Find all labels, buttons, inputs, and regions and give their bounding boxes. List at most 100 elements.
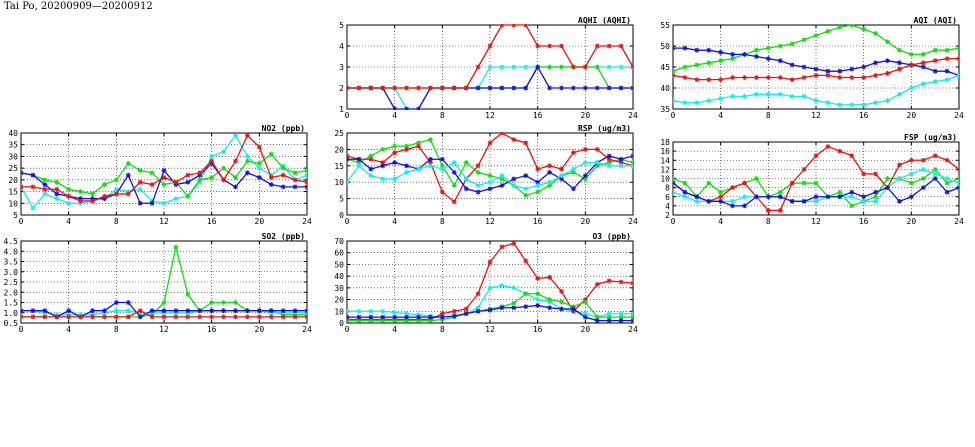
- x-tick-label: 20: [255, 325, 265, 334]
- data-point-blue: [233, 184, 238, 190]
- data-point-red: [66, 314, 72, 320]
- data-point-cyan: [837, 102, 843, 108]
- y-tick-label: 55: [660, 21, 670, 30]
- data-point-red: [849, 75, 855, 80]
- data-point-red: [908, 157, 914, 163]
- data-point-blue: [90, 308, 95, 314]
- data-point-red: [245, 132, 250, 138]
- data-point-cyan: [606, 64, 612, 70]
- data-point-red: [559, 166, 564, 172]
- data-point-red: [956, 166, 959, 172]
- data-point-red: [149, 314, 155, 320]
- data-point-blue: [673, 180, 676, 186]
- data-point-red: [499, 24, 505, 28]
- x-tick-label: 8: [114, 325, 119, 334]
- data-point-red: [113, 191, 119, 197]
- x-tick-label: 8: [440, 111, 445, 120]
- data-point-cyan: [487, 64, 493, 70]
- x-tick-label: 0: [671, 217, 676, 226]
- data-point-red: [908, 62, 914, 68]
- data-point-green: [54, 179, 60, 185]
- data-point-blue: [861, 194, 867, 200]
- data-point-blue: [706, 198, 712, 204]
- data-point-cyan: [618, 64, 624, 70]
- data-point-red: [801, 166, 807, 172]
- data-point-blue: [932, 176, 938, 181]
- x-tick-label: 20: [907, 111, 917, 120]
- data-point-cyan: [511, 183, 517, 188]
- chart-rsp: 0 4 8 12 16 20 24 0 5 10 15 20 25 RSP (ug/m3): [334, 124, 638, 226]
- x-tick-label: 12: [485, 111, 495, 120]
- data-point-cyan: [404, 311, 409, 317]
- data-point-blue: [861, 64, 867, 70]
- data-point-red: [197, 314, 203, 320]
- data-point-cyan: [861, 198, 867, 204]
- data-point-green: [416, 140, 421, 146]
- data-point-cyan: [113, 308, 119, 314]
- data-point-green: [908, 52, 914, 57]
- data-point-green: [932, 47, 938, 53]
- data-point-blue: [233, 308, 238, 314]
- data-point-green: [368, 153, 374, 159]
- series-group: [347, 240, 633, 324]
- data-point-blue: [594, 318, 600, 324]
- data-point-red: [463, 85, 469, 91]
- data-point-red: [559, 288, 564, 294]
- data-point-red: [594, 43, 600, 49]
- data-point-cyan: [571, 166, 576, 172]
- data-point-red: [304, 179, 307, 185]
- data-point-blue: [789, 198, 795, 204]
- data-point-green: [885, 176, 890, 181]
- data-point-cyan: [499, 173, 505, 179]
- data-point-red: [256, 314, 262, 320]
- data-point-red: [113, 314, 119, 320]
- data-point-blue: [463, 186, 469, 192]
- data-point-blue: [547, 305, 552, 311]
- y-tick-label: 3.0: [4, 268, 19, 277]
- data-point-blue: [944, 68, 950, 74]
- data-point-green: [535, 189, 541, 195]
- data-point-blue: [268, 182, 274, 187]
- data-point-green: [113, 177, 119, 183]
- data-point-red: [944, 157, 950, 163]
- data-point-blue: [463, 311, 469, 317]
- data-point-red: [630, 64, 633, 70]
- data-point-red: [511, 240, 517, 246]
- data-point-green: [523, 192, 529, 198]
- x-tick-label: 20: [907, 217, 917, 226]
- chart-aqi: 0 4 8 12 16 20 24 35 40 45 50 55 AQI (AQI): [660, 16, 964, 120]
- data-point-green: [487, 173, 493, 179]
- data-point-green: [813, 33, 819, 38]
- y-tick-label: 16: [660, 147, 670, 156]
- data-point-green: [594, 314, 600, 320]
- data-point-red: [511, 137, 517, 142]
- data-point-blue: [42, 308, 48, 314]
- data-point-cyan: [885, 98, 890, 103]
- y-tick-label: 2.5: [4, 278, 19, 287]
- series-group: [21, 132, 307, 211]
- y-tick-label: 40: [334, 272, 344, 281]
- data-point-red: [21, 184, 24, 190]
- data-point-green: [428, 318, 433, 324]
- data-point-green: [861, 26, 867, 32]
- data-point-blue: [256, 308, 262, 314]
- x-tick-label: 0: [345, 217, 350, 226]
- y-tick-label: 60: [334, 249, 344, 258]
- data-point-red: [765, 75, 771, 80]
- y-tick-label: 70: [334, 237, 344, 246]
- y-tick-label: 18: [660, 138, 670, 147]
- data-point-red: [487, 140, 493, 146]
- data-point-green: [932, 166, 938, 172]
- data-point-blue: [765, 56, 771, 61]
- data-point-cyan: [392, 176, 398, 182]
- data-point-blue: [347, 314, 350, 320]
- data-point-cyan: [487, 285, 493, 291]
- data-point-blue: [209, 308, 215, 314]
- data-point-red: [78, 314, 83, 320]
- data-point-red: [54, 186, 60, 192]
- data-point-green: [706, 180, 712, 186]
- data-point-red: [535, 166, 541, 172]
- data-point-red: [618, 279, 624, 285]
- data-point-red: [920, 60, 926, 66]
- data-point-green: [777, 43, 783, 49]
